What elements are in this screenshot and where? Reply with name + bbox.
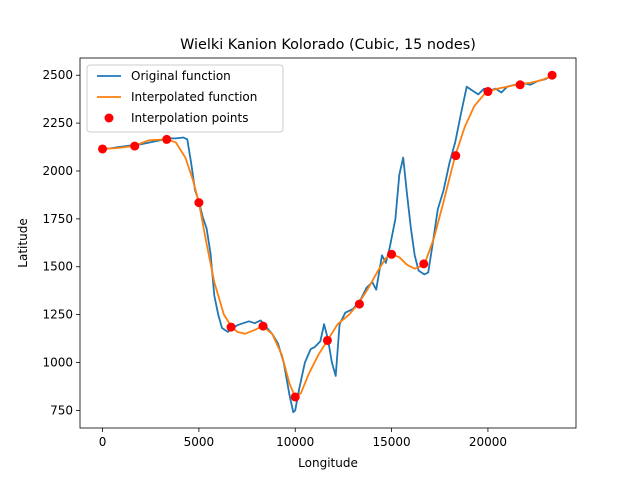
interpolation-point (258, 321, 268, 331)
interpolation-point (226, 322, 236, 332)
x-tick-label: 15000 (372, 435, 410, 449)
y-axis-label: Latitude (16, 218, 30, 267)
interpolation-point (162, 134, 172, 144)
interpolation-point (354, 299, 364, 309)
y-tick-label: 750 (50, 403, 73, 417)
interpolation-point (98, 144, 108, 154)
plot-frame (79, 57, 577, 429)
series-layer (98, 70, 557, 414)
interpolation-point (483, 87, 493, 97)
x-tick-label: 20000 (469, 435, 507, 449)
interpolation-point (515, 80, 525, 90)
y-tick-label: 2500 (42, 68, 73, 82)
y-tick-label: 1750 (42, 212, 73, 226)
legend-label-original: Original function (131, 69, 231, 83)
interpolation-point (194, 198, 204, 208)
interpolation-point (387, 249, 397, 259)
x-tick-label: 5000 (184, 435, 215, 449)
legend-swatch-points (104, 113, 114, 123)
y-tick-label: 1000 (42, 356, 73, 370)
interpolation-point (130, 141, 140, 151)
x-axis-label: Longitude (298, 456, 358, 470)
interpolation-point (547, 70, 557, 80)
x-tick-label: 0 (99, 435, 107, 449)
chart-title: Wielki Kanion Kolorado (Cubic, 15 nodes) (180, 37, 476, 53)
legend: Original function Interpolated function … (86, 64, 284, 133)
x-axis: 0 5000 10000 15000 20000 (99, 428, 507, 449)
y-axis: 750 1000 1250 1500 1750 2000 2250 2500 (42, 68, 80, 417)
interpolation-point (322, 335, 332, 345)
legend-label-points: Interpolation points (131, 111, 248, 125)
y-tick-label: 2000 (42, 164, 73, 178)
interpolation-point (290, 392, 300, 402)
interpolation-point (451, 151, 461, 161)
interpolation-point (419, 259, 429, 269)
y-tick-label: 2250 (42, 116, 73, 130)
y-tick-label: 1500 (42, 260, 73, 274)
legend-label-interpolated: Interpolated function (131, 90, 257, 104)
legend-box (86, 64, 284, 133)
x-tick-label: 10000 (276, 435, 314, 449)
y-tick-label: 1250 (42, 308, 73, 322)
